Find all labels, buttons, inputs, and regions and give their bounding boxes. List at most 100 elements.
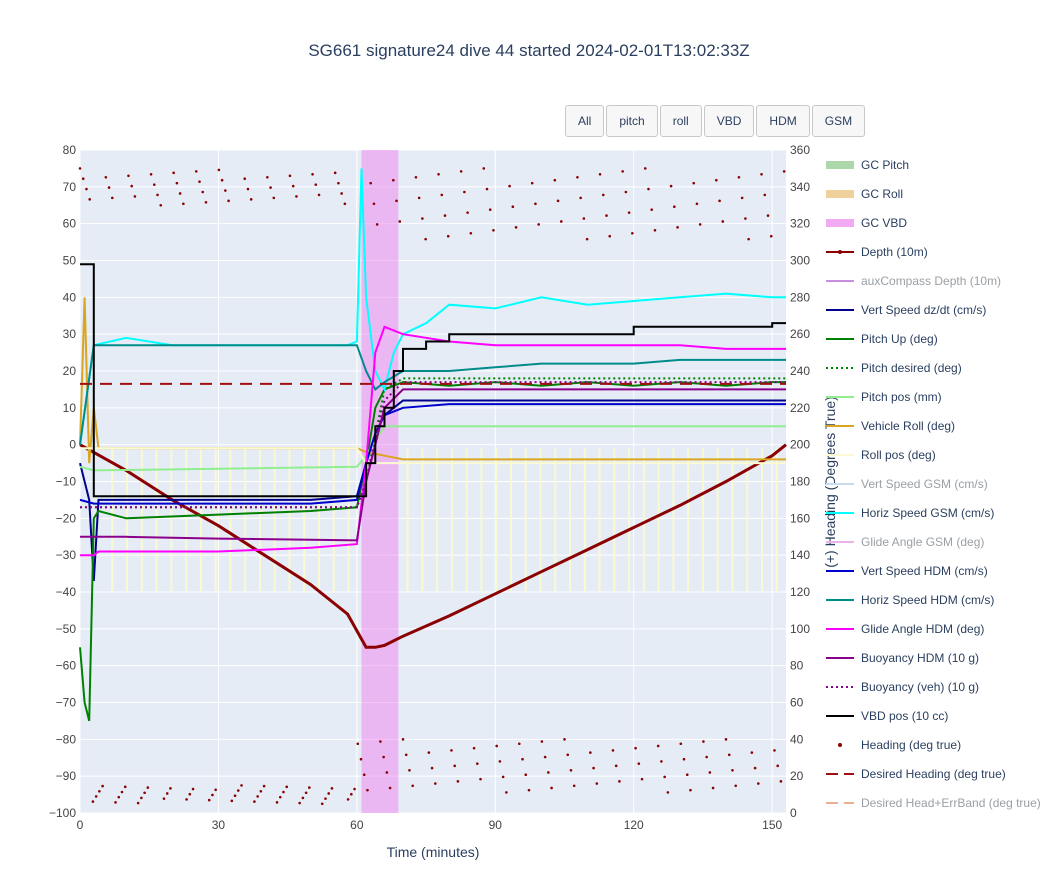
heading-marker — [763, 193, 767, 197]
legend[interactable]: GC Pitch GC Roll GC VBD Depth (10m) auxCompa… — [826, 158, 1041, 810]
heading-marker — [243, 177, 247, 181]
heading-marker — [779, 780, 783, 783]
heading-marker — [366, 788, 369, 792]
button-hdm[interactable]: HDM — [756, 105, 810, 137]
heading-marker — [624, 190, 628, 194]
chart-title: SG661 signature24 dive 44 started 2024-0… — [308, 41, 749, 60]
legend-item[interactable]: Heading (deg true) — [838, 738, 961, 752]
heading-marker — [569, 768, 573, 772]
legend-item[interactable]: Desired Head+ErrBand (deg true) — [826, 796, 1041, 810]
heading-marker — [136, 801, 140, 805]
heading-marker — [669, 184, 673, 188]
heading-marker — [388, 786, 392, 790]
heading-marker — [702, 740, 705, 743]
heading-marker — [259, 789, 263, 793]
heading-marker — [304, 791, 308, 795]
legend-item[interactable]: Pitch Up (deg) — [826, 332, 938, 346]
heading-marker — [747, 237, 750, 241]
heading-marker — [495, 744, 498, 748]
legend-item[interactable]: VBD pos (10 cc) — [826, 709, 948, 723]
y-tick-label: −40 — [56, 585, 77, 599]
heading-marker — [175, 181, 179, 185]
y-tick-label: −10 — [56, 475, 77, 489]
heading-marker — [673, 205, 676, 209]
heading-marker — [314, 183, 318, 186]
legend-item[interactable]: Vert Speed GSM (cm/s) — [826, 477, 988, 491]
legend-item[interactable]: Buoyancy (veh) (10 g) — [826, 680, 979, 694]
legend-label: Glide Angle HDM (deg) — [861, 622, 984, 636]
legend-item[interactable]: Buoyancy HDM (10 g) — [826, 651, 979, 665]
heading-marker — [372, 202, 376, 206]
heading-marker — [398, 220, 402, 223]
legend-item[interactable]: Glide Angle HDM (deg) — [826, 622, 984, 636]
heading-marker — [731, 768, 734, 772]
y2-tick-label: 120 — [790, 585, 810, 599]
legend-item[interactable]: GC Pitch — [826, 158, 909, 172]
heading-marker — [579, 196, 582, 200]
heading-marker — [298, 801, 301, 805]
band-layer — [111, 150, 778, 813]
heading-marker — [727, 753, 731, 757]
heading-marker — [227, 199, 230, 203]
x-tick-labels: 0 30 60 90 120 150 — [77, 818, 783, 832]
grid-lines — [79, 149, 786, 814]
heading-marker — [101, 784, 104, 788]
y2-tick-label: 360 — [790, 143, 810, 157]
y2-tick-label: 320 — [790, 217, 810, 231]
heading-marker — [111, 196, 114, 200]
button-gsm[interactable]: GSM — [811, 105, 866, 137]
button-roll[interactable]: roll — [659, 105, 702, 137]
heading-marker — [527, 788, 531, 792]
heading-marker — [98, 789, 101, 793]
legend-item[interactable]: Vert Speed HDM (cm/s) — [826, 564, 988, 578]
heading-marker — [524, 773, 528, 776]
legend-item[interactable]: Roll pos (deg) — [826, 448, 936, 462]
heading-marker — [94, 795, 98, 798]
heading-marker — [421, 217, 424, 220]
legend-item[interactable]: Glide Angle GSM (deg) — [826, 535, 984, 549]
legend-item[interactable]: Desired Heading (deg true) — [826, 767, 1006, 781]
button-vbd[interactable]: VBD — [703, 105, 755, 137]
legend-item[interactable]: Horiz Speed HDM (cm/s) — [826, 593, 994, 607]
legend-item[interactable]: Vehicle Roll (deg) — [826, 419, 955, 433]
x-tick-label: 150 — [762, 818, 782, 832]
legend-item[interactable]: auxCompass Depth (10m) — [826, 274, 1001, 288]
legend-item[interactable]: GC VBD — [826, 216, 907, 230]
series-line-pitch-up-deg — [79, 381, 786, 722]
heading-marker — [404, 753, 408, 757]
heading-marker — [708, 771, 712, 774]
x-tick-label: 60 — [350, 818, 364, 832]
heading-marker — [534, 202, 537, 206]
y-tick-label: −70 — [56, 696, 77, 710]
heading-marker — [737, 175, 741, 179]
heading-marker — [107, 186, 111, 189]
heading-marker — [705, 755, 708, 759]
legend-label: Pitch pos (mm) — [861, 390, 942, 404]
heading-marker — [152, 183, 156, 186]
heading-marker — [698, 223, 702, 226]
legend-item[interactable]: Vert Speed dz/dt (cm/s) — [826, 303, 986, 317]
heading-marker — [631, 231, 634, 235]
legend-item[interactable]: Depth (10m) — [826, 245, 928, 259]
button-all[interactable]: All — [565, 105, 605, 137]
legend-label: Vert Speed HDM (cm/s) — [861, 564, 988, 578]
legend-label: Desired Heading (deg true) — [861, 767, 1006, 781]
heading-marker — [592, 766, 595, 770]
heading-marker — [140, 796, 143, 800]
heading-marker — [621, 170, 624, 173]
legend-item[interactable]: Horiz Speed GSM (cm/s) — [826, 506, 994, 520]
y2-tick-label: 60 — [790, 696, 804, 710]
heading-marker — [572, 784, 576, 788]
heading-marker — [511, 205, 515, 209]
heading-marker — [589, 751, 592, 754]
legend-item[interactable]: Pitch pos (mm) — [826, 390, 942, 404]
legend-item[interactable]: GC Roll — [826, 187, 903, 201]
heading-marker — [233, 794, 237, 797]
button-pitch[interactable]: pitch — [606, 105, 658, 137]
heading-marker — [156, 193, 159, 197]
legend-label: GC VBD — [861, 216, 907, 230]
y2-tick-label: 20 — [790, 769, 804, 783]
heading-marker — [236, 789, 240, 792]
y-tick-label: −90 — [56, 769, 77, 783]
legend-item[interactable]: Pitch desired (deg) — [826, 361, 962, 375]
